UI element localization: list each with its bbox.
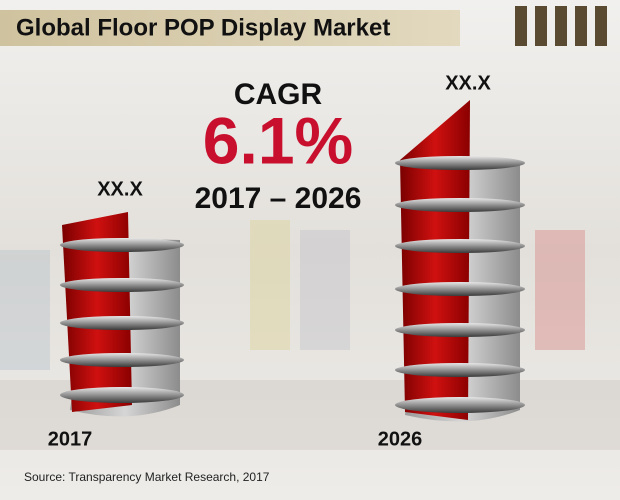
cagr-label: CAGR (234, 78, 323, 111)
display-stand-2026 (395, 100, 525, 422)
banner-stripes (515, 6, 607, 46)
year-label: 2026 (378, 428, 423, 450)
display-stand-2017 (60, 212, 184, 417)
cagr-value: 6.1% (203, 103, 353, 177)
value-label: XX.X (445, 72, 491, 94)
store-backdrop (0, 220, 620, 450)
value-label: XX.X (97, 178, 143, 200)
year-label: 2017 (48, 428, 93, 450)
title-banner (0, 10, 460, 46)
title: Global Floor POP Display Market (16, 14, 390, 41)
cagr-period: 2017 – 2026 (195, 182, 362, 215)
source: Source: Transparency Market Research, 20… (24, 470, 270, 484)
